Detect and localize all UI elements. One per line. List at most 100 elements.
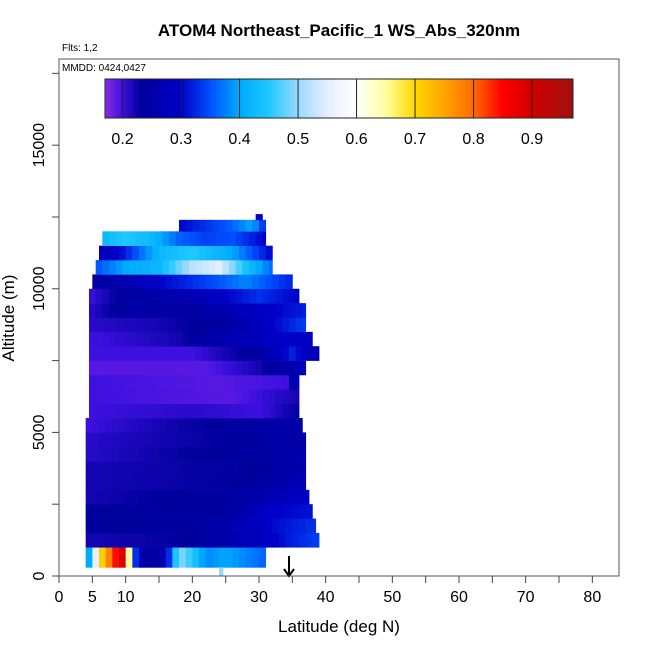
colorbar-segment	[230, 79, 235, 118]
colorbar-segment	[105, 79, 109, 118]
data-cell	[215, 288, 223, 304]
data-cell	[195, 231, 203, 246]
data-cell	[215, 389, 223, 404]
data-cell	[95, 374, 103, 390]
plot-frame	[58, 58, 620, 577]
data-cell	[222, 260, 230, 275]
data-cell	[149, 374, 157, 390]
data-cell	[185, 489, 193, 505]
data-cell	[249, 303, 257, 318]
data-cell	[275, 346, 283, 361]
data-cell	[179, 547, 187, 568]
data-cell	[109, 389, 117, 404]
data-cell	[272, 504, 280, 519]
data-cell	[162, 260, 170, 275]
data-cell	[115, 403, 123, 419]
colorbar-segment	[157, 79, 162, 118]
colorbar-segment	[224, 79, 229, 118]
data-cell	[152, 518, 160, 534]
data-cell	[172, 532, 180, 548]
data-cell	[132, 446, 140, 462]
data-cell	[192, 489, 200, 505]
data-cell	[205, 547, 213, 568]
data-cell	[179, 461, 187, 476]
colorbar-segment	[511, 79, 515, 118]
data-cell	[195, 403, 203, 419]
data-cell	[195, 360, 203, 376]
data-cell	[179, 245, 187, 261]
data-cell	[105, 245, 113, 261]
data-cell	[239, 532, 247, 548]
data-cell	[122, 374, 130, 390]
data-cell	[129, 346, 137, 361]
data-cell	[219, 504, 227, 519]
data-cell	[152, 432, 160, 448]
colorbar-segment	[415, 79, 419, 118]
data-cell	[102, 374, 110, 390]
data-cell	[262, 303, 270, 318]
data-cell	[262, 374, 270, 390]
data-cell	[225, 446, 233, 462]
data-cell	[229, 360, 237, 376]
colorbar-segment	[467, 79, 472, 118]
data-cell	[92, 475, 100, 491]
data-cell	[269, 389, 277, 404]
data-cell	[245, 461, 253, 476]
data-cell	[129, 389, 137, 404]
data-cell	[259, 432, 267, 448]
data-cell	[299, 504, 307, 519]
data-cell	[235, 231, 243, 246]
data-cell	[89, 374, 97, 390]
data-cell	[99, 532, 107, 548]
data-cell	[232, 219, 240, 232]
colorbar-segment	[262, 79, 267, 118]
data-cell	[205, 489, 213, 505]
data-cell	[95, 303, 103, 318]
data-cell	[289, 317, 297, 333]
data-cell	[102, 346, 110, 361]
data-cell	[219, 475, 227, 491]
data-cell	[279, 532, 287, 548]
data-cell	[265, 461, 273, 476]
data-cell	[172, 504, 180, 519]
data-cell	[125, 504, 133, 519]
data-cell	[179, 532, 187, 548]
data-cell	[105, 489, 113, 505]
colorbar-segment	[151, 79, 156, 118]
data-cell	[172, 475, 180, 491]
data-cell	[219, 489, 227, 505]
data-cell	[109, 260, 117, 275]
data-cell	[299, 446, 307, 462]
data-cell	[152, 418, 160, 433]
data-cell	[289, 346, 297, 361]
data-cell	[202, 317, 210, 333]
data-cell	[202, 346, 210, 361]
colorbar-segment	[347, 79, 352, 118]
data-cell	[252, 518, 260, 534]
data-cell	[285, 518, 293, 534]
colorbar-segment	[295, 79, 299, 118]
data-cell	[85, 461, 93, 476]
data-cell	[102, 288, 110, 304]
data-cell	[189, 231, 197, 246]
data-cell	[245, 219, 253, 232]
x-tick-label: 5	[88, 589, 97, 606]
data-cell	[162, 360, 170, 376]
data-cell	[245, 532, 253, 548]
data-cell	[169, 346, 177, 361]
data-cell	[209, 403, 217, 419]
data-cell	[199, 274, 207, 290]
data-cell	[192, 518, 200, 534]
data-cell	[289, 331, 297, 347]
data-cell	[99, 489, 107, 505]
data-cell	[239, 274, 247, 290]
colorbar-tick-label: 0.7	[404, 131, 426, 148]
data-cell	[269, 260, 273, 275]
colorbar-segment	[148, 79, 153, 118]
data-cell	[252, 489, 260, 505]
data-cell	[192, 475, 200, 491]
colorbar-segment	[236, 79, 241, 118]
data-cell	[192, 432, 200, 448]
data-cell	[305, 504, 313, 519]
data-cell	[279, 475, 287, 491]
